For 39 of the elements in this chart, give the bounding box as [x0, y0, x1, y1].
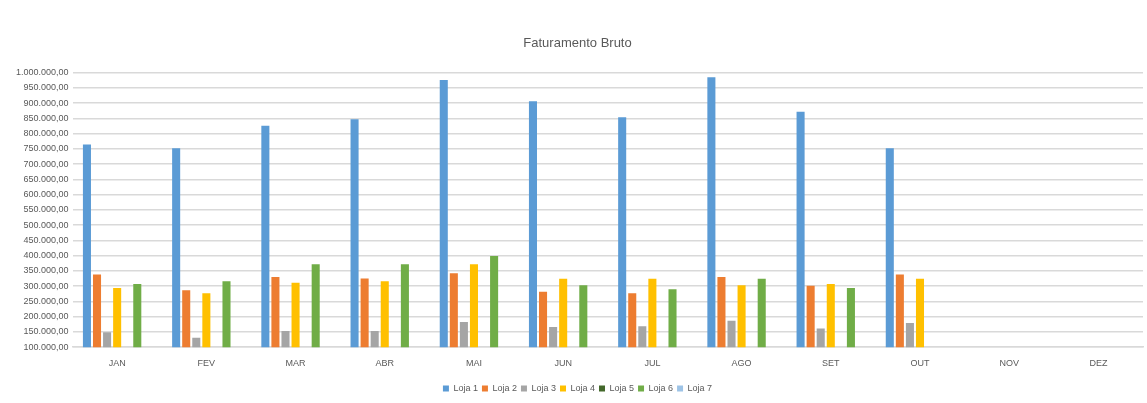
y-tick-label: 800.000,00	[23, 128, 69, 139]
y-tick-label: 750.000,00	[23, 143, 69, 154]
legend-label: Loja 4	[570, 382, 596, 393]
y-tick-label: 950.000,00	[23, 82, 69, 93]
y-tick-label: 150.000,00	[23, 326, 69, 337]
y-tick-label: 600.000,00	[23, 189, 69, 200]
legend-label: Loja 2	[492, 382, 517, 393]
x-tick-label: AGO	[731, 358, 752, 369]
y-tick-label: 350.000,00	[23, 265, 69, 276]
x-tick-label: JUN	[554, 358, 572, 369]
legend-label: Loja 1	[453, 382, 478, 393]
legend-label: Loja 7	[687, 382, 713, 393]
x-tick-label: SET	[822, 358, 841, 369]
y-tick-label: 1.000.000,00	[15, 67, 69, 78]
y-tick-label: 900.000,00	[23, 97, 69, 108]
y-tick-label: 650.000,00	[23, 173, 69, 184]
y-tick-label: 300.000,00	[23, 280, 69, 291]
x-tick-label: JUL	[644, 358, 661, 369]
x-tick-label: ABR	[375, 358, 395, 369]
x-tick-label: JAN	[108, 358, 126, 369]
y-tick-label: 250.000,00	[23, 295, 69, 306]
y-tick-label: 450.000,00	[23, 234, 69, 245]
x-tick-label: FEV	[197, 358, 216, 369]
chart-title: Faturamento Bruto	[523, 35, 632, 51]
y-tick-label: 500.000,00	[23, 219, 69, 230]
legend-label: Loja 3	[531, 382, 556, 393]
y-tick-label: 400.000,00	[23, 250, 69, 261]
x-tick-label: OUT	[910, 358, 930, 369]
y-tick-label: 550.000,00	[23, 204, 69, 215]
y-tick-label: 700.000,00	[23, 158, 69, 169]
y-tick-label: 100.000,00	[23, 341, 69, 352]
y-tick-label: 200.000,00	[23, 311, 69, 322]
legend-label: Loja 5	[609, 382, 635, 393]
legend-label: Loja 6	[648, 382, 674, 393]
x-tick-label: DEZ	[1089, 358, 1108, 369]
x-tick-label: MAR	[285, 358, 307, 369]
x-tick-label: NOV	[999, 358, 1019, 369]
x-tick-label: MAI	[465, 358, 482, 369]
y-tick-label: 850.000,00	[23, 112, 69, 123]
